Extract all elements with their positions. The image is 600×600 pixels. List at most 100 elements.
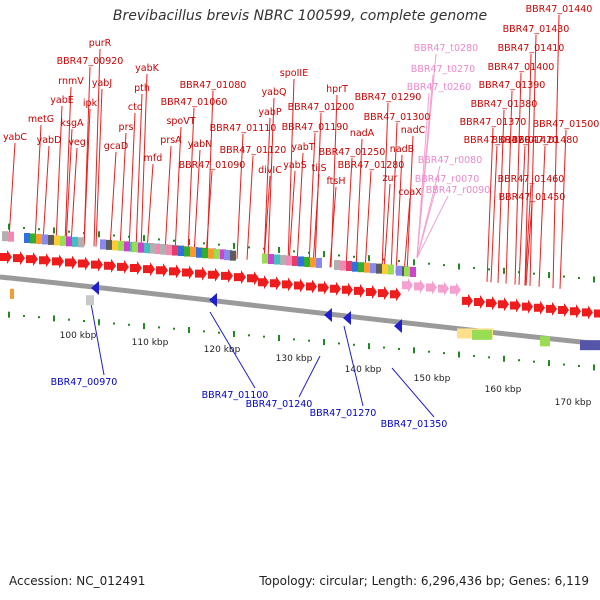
forward-gene-leader xyxy=(381,102,389,273)
forward-gene-label: yabT xyxy=(291,142,314,153)
forward-gene-arrow xyxy=(510,298,521,313)
reverse-gene-label: BBR47_01240 xyxy=(246,399,313,410)
topology-summary: Topology: circular; Length: 6,296,436 bp… xyxy=(259,574,589,588)
forward-gene-leader xyxy=(403,197,411,275)
lower-dotted-track-tick xyxy=(98,319,100,326)
forward-gene-label: metG xyxy=(28,114,54,125)
upper-dotted-track-tick xyxy=(173,239,175,242)
forward-gene-arrow xyxy=(104,258,116,273)
lower-dotted-track-tick xyxy=(8,311,10,318)
upper-dotted-track-tick xyxy=(383,258,385,261)
forward-gene-label: ftsH xyxy=(327,176,346,187)
rna-gene-label: BBR47_t0280 xyxy=(414,43,478,54)
forward-gene-label: veg xyxy=(68,137,86,148)
feature-domain-block xyxy=(36,233,42,244)
scale-tick-label: 140 kbp xyxy=(345,365,382,375)
feature-domain-block xyxy=(404,266,410,277)
feature-domain-block xyxy=(124,241,130,252)
forward-gene-arrow xyxy=(117,259,129,274)
forward-gene-leader xyxy=(34,124,42,242)
feature-domain-block xyxy=(2,231,8,242)
forward-gene-arrow xyxy=(402,278,413,293)
forward-gene-arrow xyxy=(234,270,246,285)
lower-dotted-track-tick xyxy=(248,334,250,337)
forward-gene-label: BBR47_01480 xyxy=(512,135,579,146)
forward-gene-leader xyxy=(140,73,148,251)
forward-gene-arrow xyxy=(558,303,569,318)
forward-gene-arrow xyxy=(594,306,600,321)
lower-dotted-track-tick xyxy=(353,343,355,346)
forward-gene-arrow xyxy=(582,305,593,320)
lower-dotted-track-tick xyxy=(413,347,415,354)
forward-gene-leader xyxy=(312,173,320,266)
upper-dotted-track-tick xyxy=(293,250,295,253)
forward-gene-leader xyxy=(193,149,201,256)
upper-dotted-track-tick xyxy=(458,263,460,270)
lower-dotted-track-tick xyxy=(83,319,85,322)
forward-gene-leader xyxy=(287,78,295,264)
forward-gene-leader xyxy=(364,170,372,271)
forward-gene-arrow xyxy=(26,252,38,267)
feature-domain-block xyxy=(370,263,376,274)
feature-domain-block xyxy=(304,256,310,267)
forward-gene-arrow xyxy=(474,295,485,310)
forward-gene-leader xyxy=(329,186,337,268)
feature-domain-block xyxy=(358,262,364,273)
forward-gene-arrow xyxy=(13,251,25,266)
forward-gene-leader xyxy=(119,132,127,249)
forward-gene-arrow xyxy=(169,264,181,279)
feature-domain-block xyxy=(286,255,292,266)
upper-dotted-track-tick xyxy=(278,247,280,254)
upper-dotted-track-tick xyxy=(413,259,415,266)
forward-gene-arrow xyxy=(450,282,461,297)
scale-tick-label: 110 kbp xyxy=(132,338,169,348)
forward-gene-label: BBR47_01190 xyxy=(282,122,349,133)
upper-dotted-track-tick xyxy=(113,234,115,237)
forward-gene-arrow xyxy=(546,301,557,316)
upper-dotted-track-tick xyxy=(143,235,145,242)
lower-dotted-track-tick xyxy=(383,346,385,349)
forward-gene-leader xyxy=(267,97,275,262)
feature-domain-block xyxy=(160,244,166,255)
upper-dotted-track-tick xyxy=(368,255,370,262)
feature-domain-block xyxy=(352,261,358,272)
rna-gene-label: BBR47_r0080 xyxy=(418,155,483,166)
forward-gene-leader xyxy=(70,147,78,245)
lower-dotted-track-tick xyxy=(68,318,70,321)
forward-gene-leader xyxy=(42,145,50,243)
forward-gene-label: zur xyxy=(383,173,398,184)
upper-dotted-track-tick xyxy=(233,242,235,249)
lower-dotted-track-tick xyxy=(173,327,175,330)
reverse-gene-label: BBR47_00970 xyxy=(51,377,118,388)
forward-gene-leader xyxy=(288,170,296,264)
forward-gene-arrow xyxy=(438,281,449,296)
feature-domain-block xyxy=(382,264,388,275)
reverse-gene-arrow xyxy=(394,319,402,333)
forward-gene-label: ipk xyxy=(83,98,98,109)
scale-tick-label: 170 kbp xyxy=(555,398,592,408)
upper-dotted-track-tick xyxy=(398,259,400,262)
forward-gene-arrow xyxy=(354,283,365,298)
forward-gene-label: BBR47_01090 xyxy=(179,160,246,171)
upper-dotted-track-tick xyxy=(248,246,250,249)
forward-gene-leader xyxy=(236,133,244,259)
forward-gene-label: BBR47_01420 xyxy=(492,135,559,146)
reverse-gene-leader xyxy=(343,325,364,407)
feature-domain-block xyxy=(214,248,220,259)
upper-dotted-track-tick xyxy=(98,231,100,238)
forward-gene-arrow xyxy=(195,266,207,281)
forward-gene-arrow xyxy=(182,265,194,280)
forward-gene-arrow xyxy=(0,250,12,264)
forward-gene-leader xyxy=(383,183,391,273)
feature-domain-block xyxy=(268,254,274,265)
forward-gene-label: spoVT xyxy=(166,116,195,127)
upper-dotted-track-tick xyxy=(593,276,595,283)
forward-gene-leader xyxy=(514,72,522,285)
forward-gene-arrow xyxy=(462,293,473,308)
forward-gene-leader xyxy=(552,14,560,289)
forward-gene-leader xyxy=(406,135,414,275)
upper-dotted-track-tick xyxy=(518,271,520,274)
forward-gene-label: purR xyxy=(89,38,112,49)
genome-backbone xyxy=(0,274,600,347)
forward-gene-leader xyxy=(109,151,117,248)
